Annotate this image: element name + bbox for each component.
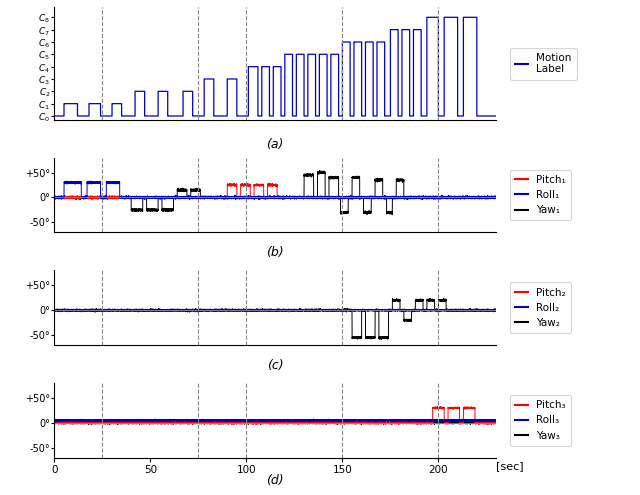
Text: (a): (a) <box>266 138 284 150</box>
Text: (c): (c) <box>267 358 284 372</box>
Legend: Motion
Label: Motion Label <box>510 48 577 80</box>
Text: [sec]: [sec] <box>496 461 524 471</box>
Text: (d): (d) <box>266 474 284 488</box>
Legend: Pitch₂, Roll₂, Yaw₂: Pitch₂, Roll₂, Yaw₂ <box>510 282 571 333</box>
Text: (b): (b) <box>266 246 284 259</box>
Legend: Pitch₁, Roll₁, Yaw₁: Pitch₁, Roll₁, Yaw₁ <box>510 170 571 220</box>
Legend: Pitch₃, Roll₃, Yaw₃: Pitch₃, Roll₃, Yaw₃ <box>510 395 571 446</box>
